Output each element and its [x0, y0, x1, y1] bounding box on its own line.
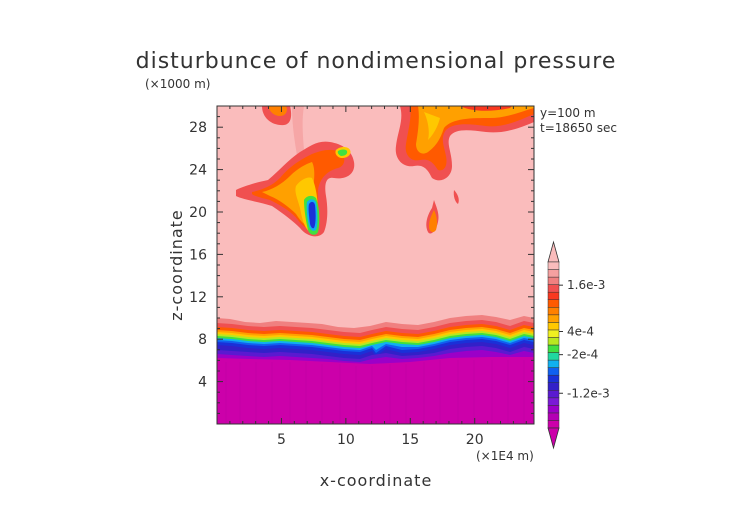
- colorbar-bin: [547, 359, 560, 368]
- colorbar-bin: [547, 420, 560, 429]
- y-tick-label: 24: [189, 163, 207, 179]
- x-tick-label: 20: [466, 432, 484, 448]
- colorbar-bin: [547, 299, 560, 308]
- colorbar: 1.6e-3 4e-4 -2e-4 -1.2e-3: [547, 240, 610, 450]
- colorbar-bin: [547, 284, 560, 293]
- y-tick-label: 20: [189, 205, 207, 221]
- y-tick-label: 16: [189, 247, 207, 263]
- axes: 5 10 15 20 4 8 12 16 20 24 28: [189, 106, 534, 448]
- colorbar-bin: [547, 374, 560, 383]
- colorbar-bin: [547, 412, 560, 421]
- y-tick-label: 4: [198, 375, 207, 391]
- colorbar-bin: [547, 269, 560, 278]
- y-tick-label: 12: [189, 290, 207, 306]
- annotation-y: y=100 m: [540, 106, 596, 120]
- x-tick-label: 15: [401, 432, 419, 448]
- y-tick-label: 28: [189, 120, 207, 136]
- x-tick-label: 10: [337, 432, 355, 448]
- colorbar-label: -1.2e-3: [567, 386, 610, 400]
- colorbar-bin: [547, 367, 560, 376]
- colorbar-bin: [547, 329, 560, 338]
- colorbar-label: 1.6e-3: [567, 278, 605, 292]
- colorbar-bin: [547, 307, 560, 316]
- colorbar-bin: [547, 261, 560, 270]
- annotation-t: t=18650 sec: [540, 121, 617, 135]
- colorbar-bin: [547, 382, 560, 391]
- anomaly-left-center: [236, 141, 355, 237]
- colorbar-bin: [547, 344, 560, 353]
- colorbar-bin: [547, 291, 560, 300]
- colorbar-bin: [547, 397, 560, 406]
- colorbar-extend-max: [547, 240, 560, 263]
- anomaly-top-right: [395, 106, 534, 181]
- colorbar-bin: [547, 314, 560, 323]
- colorbar-bin: [547, 276, 560, 285]
- chart-title: disturbunce of nondimensional pressure: [136, 49, 617, 74]
- anomaly-top-left: [262, 106, 306, 175]
- colorbar-bin: [547, 352, 560, 361]
- colorbar-bin: [547, 405, 560, 414]
- colorbar-bin: [547, 337, 560, 346]
- x-tick-label: 5: [277, 432, 286, 448]
- y-axis-label: z-coordinate: [167, 209, 186, 321]
- colorbar-bin: [547, 322, 560, 331]
- x-axis-label: x-coordinate: [320, 471, 433, 490]
- plot-area: [217, 106, 534, 424]
- y-tick-label: 8: [198, 332, 207, 348]
- colorbar-label: 4e-4: [567, 324, 594, 338]
- lower-negative-layer: [217, 357, 534, 424]
- colorbar-bin: [547, 390, 560, 399]
- x-unit-label: (×1E4 m): [476, 449, 534, 463]
- y-unit-label: (×1000 m): [145, 77, 210, 91]
- anomaly-near-x17: [426, 190, 459, 234]
- colorbar-label: -2e-4: [567, 348, 598, 362]
- colorbar-extend-min: [547, 427, 560, 450]
